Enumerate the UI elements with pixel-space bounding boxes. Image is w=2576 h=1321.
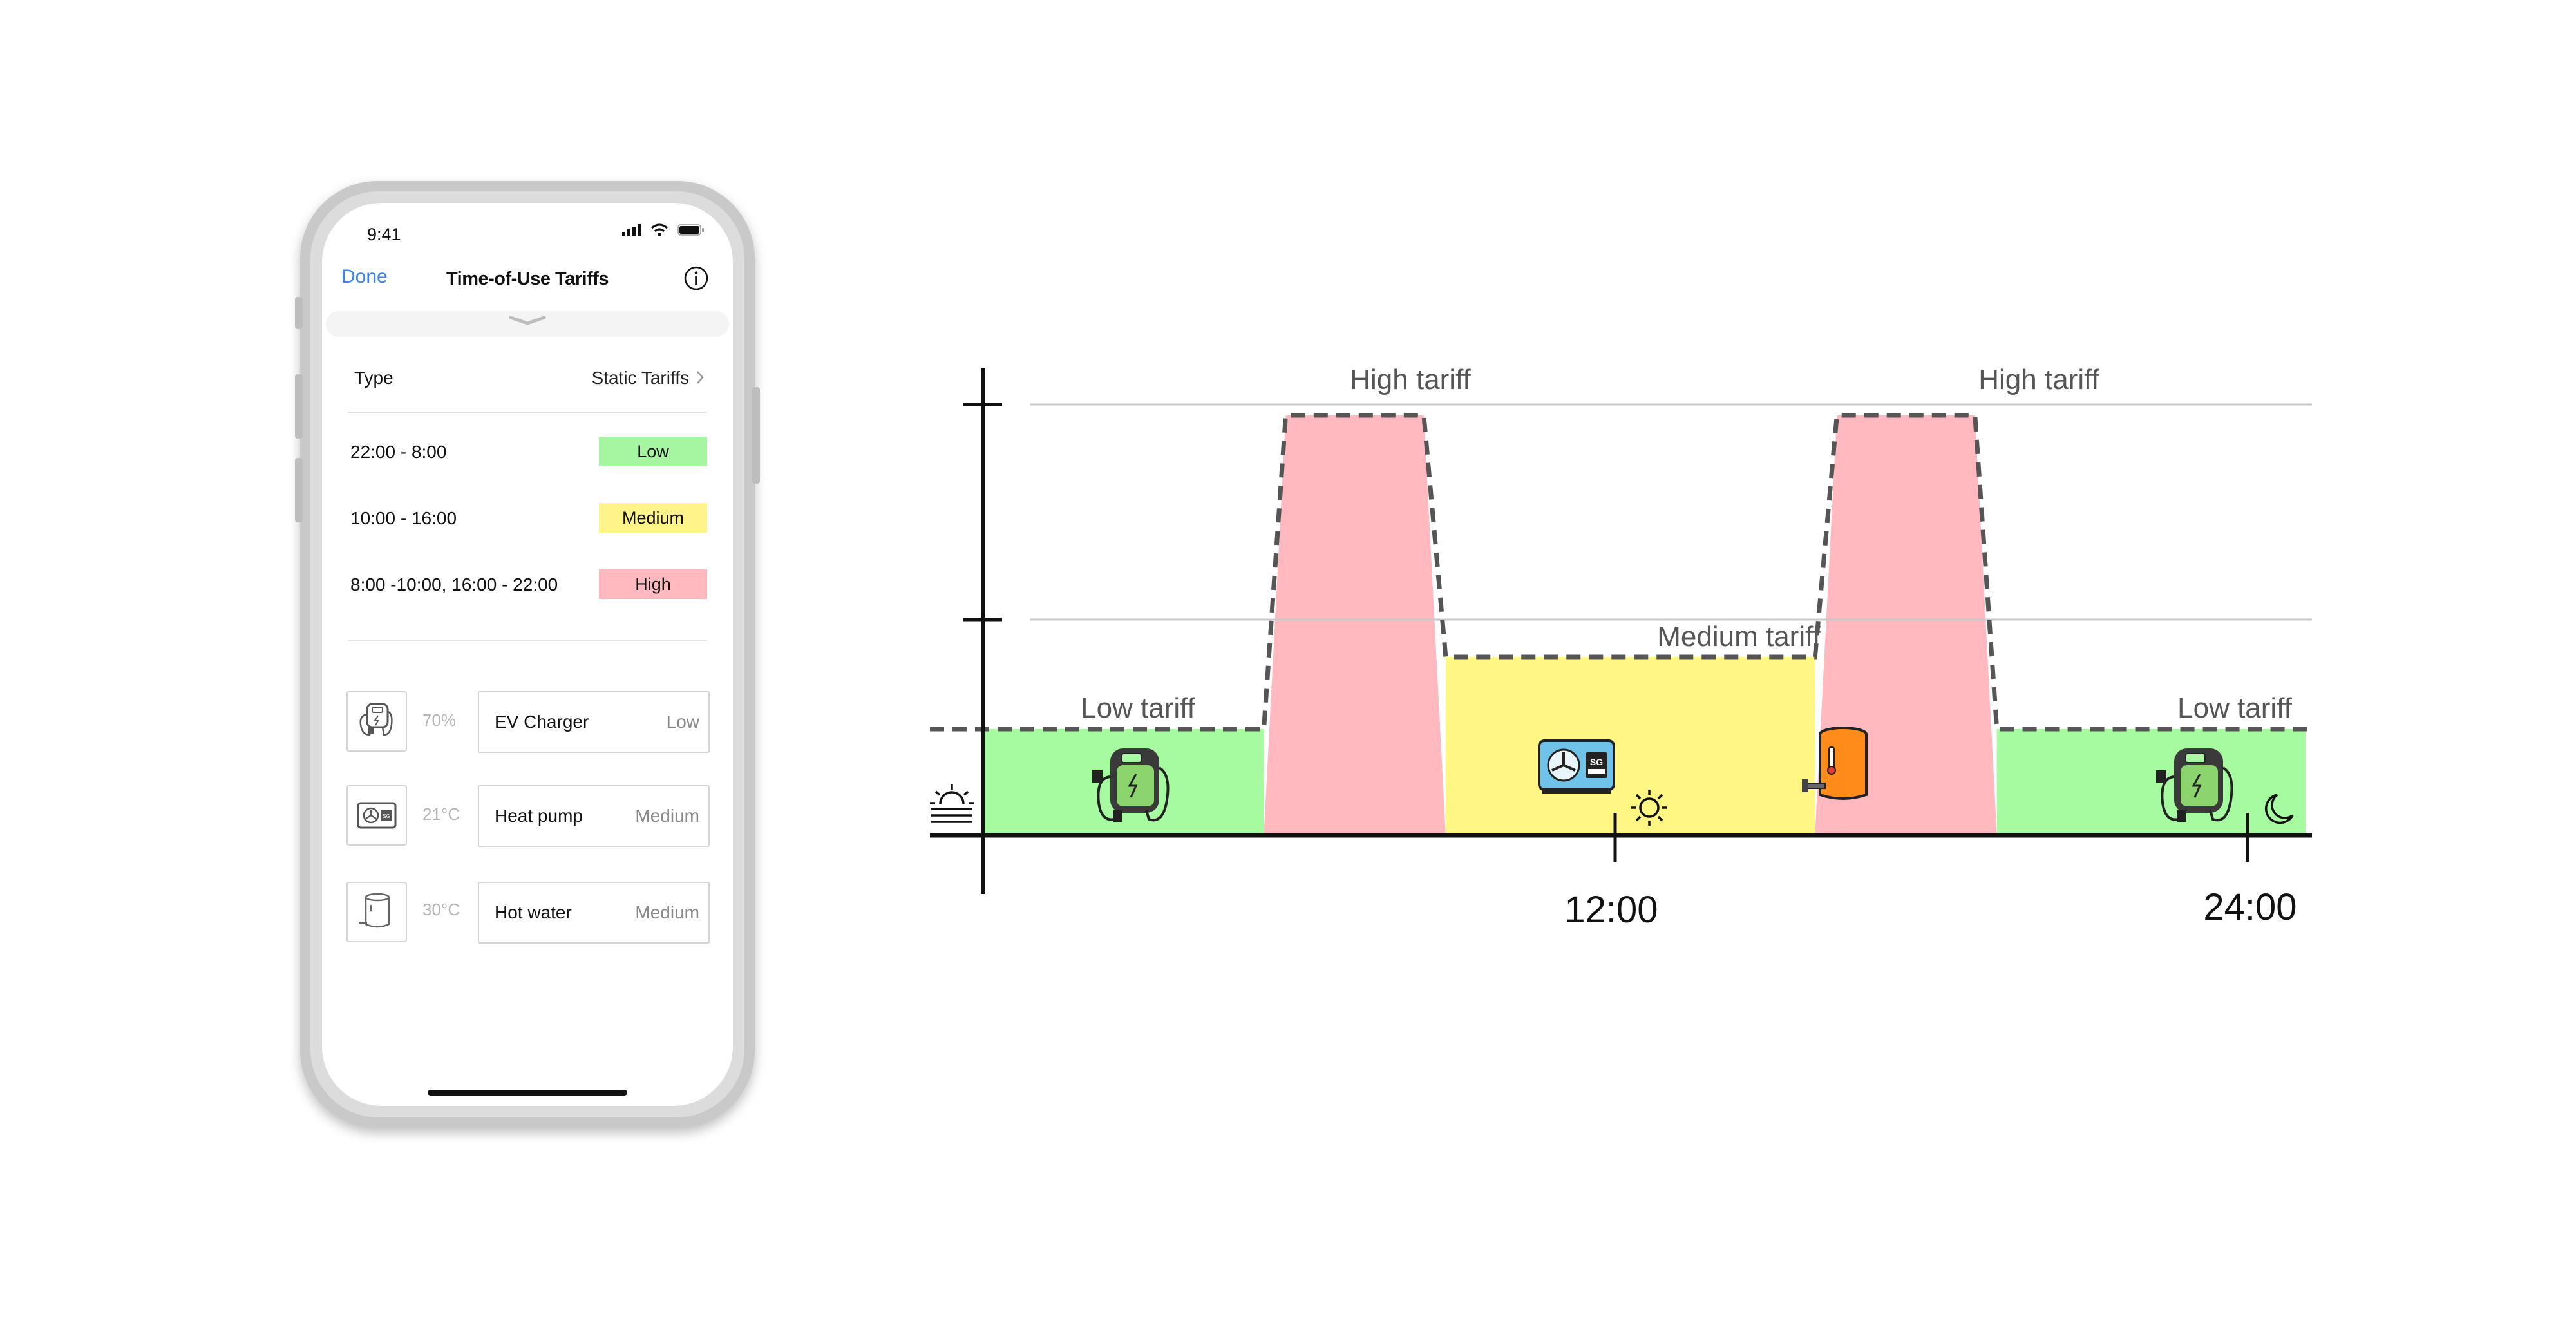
type-value: Static Tariffs — [591, 368, 689, 388]
divider — [348, 640, 707, 641]
done-button[interactable]: Done — [341, 266, 388, 287]
x-tick-label-12: 12:00 — [1564, 889, 1658, 931]
status-bar: 9:41 — [322, 203, 733, 254]
chevron-right-icon — [697, 371, 704, 384]
tariff-row-medium[interactable]: 10:00 - 16:00 Medium — [350, 503, 707, 535]
device-value: 30°C — [422, 900, 460, 919]
device-field[interactable]: Heat pump Medium — [478, 785, 710, 847]
heat-pump-icon: SG — [1538, 739, 1615, 794]
device-row-hot-water[interactable]: 30°C Hot water Medium — [346, 882, 710, 944]
phone-volume-down — [295, 458, 303, 522]
phone-screen: 9:41 — [322, 203, 733, 1106]
device-row-ev-charger[interactable]: 70% EV Charger Low — [346, 691, 710, 753]
tariff-time: 8:00 -10:00, 16:00 - 22:00 — [350, 575, 558, 594]
chevron-down-icon — [509, 316, 546, 325]
phone-power-button — [752, 387, 760, 484]
svg-text:SG: SG — [1590, 757, 1603, 767]
device-name: Hot water — [495, 902, 572, 922]
tariff-outline — [930, 413, 2312, 732]
tariff-badge-low: Low — [599, 437, 707, 466]
info-icon[interactable] — [683, 265, 710, 292]
status-time: 9:41 — [367, 225, 401, 244]
wifi-icon — [650, 223, 668, 236]
segment-label-high-1: High tariff — [1350, 364, 1471, 395]
device-level: Medium — [635, 806, 699, 826]
x-tick-label-24: 24:00 — [2203, 886, 2297, 928]
tariff-badge-high: High — [599, 569, 707, 599]
segment-label-medium: Medium tariff — [1657, 621, 1821, 652]
segment-label-low-1: Low tariff — [1081, 692, 1195, 724]
phone-mockup: 9:41 — [295, 181, 760, 1128]
device-level: Low — [666, 712, 699, 732]
home-indicator — [428, 1090, 627, 1096]
sheet-handle[interactable] — [326, 311, 729, 337]
hot-water-tank-icon — [1802, 727, 1868, 800]
hot-water-icon — [346, 882, 407, 942]
device-value: 21°C — [422, 804, 460, 824]
device-field[interactable]: EV Charger Low — [478, 691, 710, 753]
tariff-row-high[interactable]: 8:00 -10:00, 16:00 - 22:00 High — [350, 569, 707, 602]
svg-text:SG: SG — [383, 813, 390, 819]
divider — [348, 412, 707, 413]
ev-charger-icon — [2156, 748, 2233, 822]
device-name: Heat pump — [495, 806, 583, 826]
tariff-time: 22:00 - 8:00 — [350, 442, 447, 462]
page-title: Time-of-Use Tariffs — [446, 269, 609, 289]
phone-silent-switch — [295, 297, 303, 329]
battery-icon — [677, 224, 704, 236]
signal-icon — [622, 224, 641, 236]
phone-bezel: 9:41 — [310, 191, 744, 1117]
type-label: Type — [354, 368, 393, 388]
status-icons — [622, 223, 705, 236]
tariff-band-medium — [1445, 657, 1815, 835]
device-row-heat-pump[interactable]: SG 21°C Heat pump Medium — [346, 785, 710, 847]
tariff-band-low — [1996, 729, 2306, 835]
ev-charger-icon — [1092, 748, 1170, 822]
moon-icon — [2264, 794, 2294, 824]
phone-volume-up — [295, 374, 303, 439]
heat-pump-icon: SG — [346, 785, 407, 846]
device-value: 70% — [422, 710, 457, 730]
type-row[interactable]: Type Static Tariffs — [354, 368, 704, 394]
tariff-time: 10:00 - 16:00 — [350, 508, 457, 528]
sunrise-icon — [930, 784, 974, 823]
navigation-bar: Done Time-of-Use Tariffs — [322, 261, 733, 306]
segment-label-low-2: Low tariff — [2177, 692, 2292, 724]
segment-label-high-2: High tariff — [1978, 364, 2099, 395]
device-level: Medium — [635, 902, 699, 922]
tariff-bands — [983, 415, 2306, 835]
tariff-band-high — [1264, 415, 1446, 835]
sun-icon — [1631, 790, 1667, 826]
tariff-row-low[interactable]: 22:00 - 8:00 Low — [350, 437, 707, 469]
ev-charger-icon — [346, 691, 407, 752]
device-name: EV Charger — [495, 712, 589, 732]
device-field[interactable]: Hot water Medium — [478, 882, 710, 944]
tariff-badge-medium: Medium — [599, 503, 707, 533]
